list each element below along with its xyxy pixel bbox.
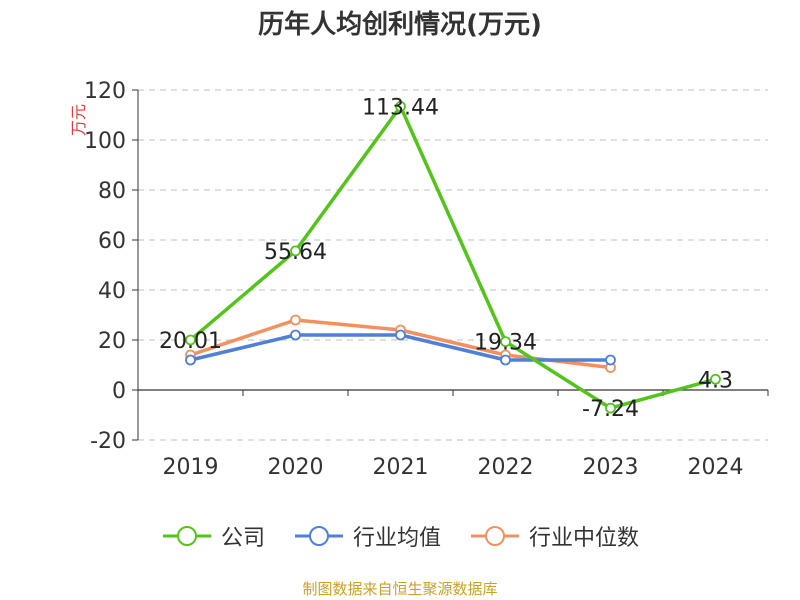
legend-item[interactable]: 行业中位数 — [469, 520, 639, 552]
data-point — [605, 354, 616, 366]
x-tick-label: 2021 — [373, 455, 429, 480]
axes: -20 0 20 40 60 80 100 120 2019 2020 2021 2022 2023 20… — [84, 79, 769, 480]
legend-line-circle-icon — [294, 526, 343, 546]
source-footer: 制图数据来自恒生聚源数据库 — [302, 580, 498, 598]
series-line-0 — [189, 104, 716, 410]
y-tick-label: 40 — [98, 279, 126, 304]
legend-item[interactable]: 公司 — [161, 520, 265, 552]
x-tick-label: 2023 — [583, 455, 639, 480]
data-label: 55.64 — [264, 240, 327, 265]
data-point — [500, 336, 511, 348]
data-point — [710, 373, 721, 385]
legend-line-circle-icon — [471, 526, 519, 546]
data-point — [605, 402, 616, 414]
y-axis-label: 万元 — [69, 104, 88, 136]
data-labels: 20.01 55.64 113.44 19.34 -7.24 4.3 — [159, 95, 733, 422]
data-label: 20.01 — [159, 329, 222, 354]
x-tick-label: 2019 — [163, 455, 219, 480]
data-label: 113.44 — [362, 95, 439, 120]
legend-item[interactable]: 行业均值 — [293, 520, 441, 552]
y-tick-label: 0 — [112, 379, 126, 404]
data-label: 4.3 — [698, 368, 733, 393]
y-tick-label: 80 — [98, 179, 126, 204]
data-point — [395, 101, 406, 112]
data-point — [185, 334, 196, 346]
legend-label: 公司 — [220, 526, 265, 551]
grid-lines — [138, 89, 768, 441]
data-point — [290, 314, 301, 326]
x-tick-label: 2020 — [268, 455, 324, 480]
chart-title: 历年人均创利情况(万元) — [258, 10, 542, 40]
legend: 公司 行业均值 行业中位数 — [0, 520, 800, 552]
x-tick-label: 2024 — [688, 455, 744, 480]
data-point — [185, 354, 196, 366]
data-point — [290, 329, 301, 341]
legend-label: 行业均值 — [352, 526, 441, 551]
y-tick-label: 100 — [84, 129, 126, 154]
data-point — [500, 354, 511, 366]
y-tick-label: -20 — [90, 429, 126, 454]
data-point — [395, 329, 406, 341]
y-tick-label: 60 — [98, 229, 126, 254]
legend-label: 行业中位数 — [529, 526, 640, 551]
legend-line-circle-icon — [162, 526, 211, 546]
data-label: 19.34 — [474, 331, 537, 356]
series-lines — [185, 101, 721, 414]
data-point — [290, 245, 301, 257]
x-tick-label: 2022 — [478, 455, 534, 480]
data-label: -7.24 — [582, 397, 639, 422]
y-tick-label: 120 — [84, 79, 126, 104]
y-tick-label: 20 — [98, 329, 126, 354]
